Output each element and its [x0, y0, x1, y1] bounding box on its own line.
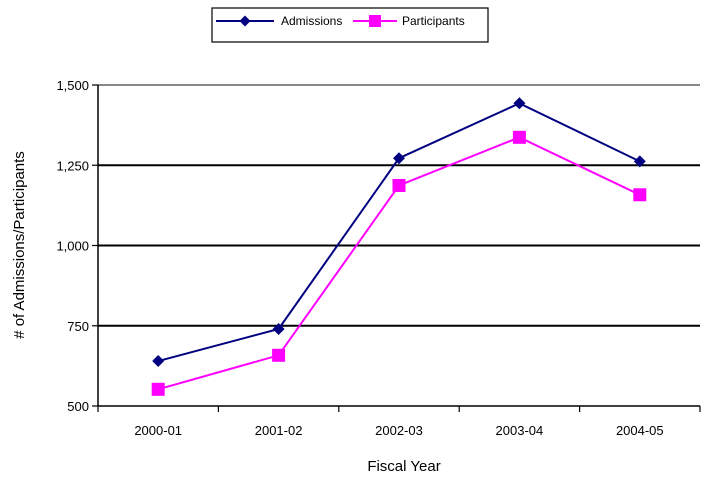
legend-label-participants: Participants	[402, 14, 465, 28]
data-point-admissions	[152, 355, 165, 368]
y-axis-title: # of Admissions/Participants	[11, 151, 28, 339]
x-axis-ticks: 2000-01 2001-02 2002-03 2003-04 2004-05	[97, 406, 701, 438]
y-tick-label: 1,250	[56, 158, 89, 173]
x-tick-label: 2004-05	[616, 423, 664, 438]
data-point-participants	[633, 188, 647, 202]
x-tick-label: 2000-01	[134, 423, 182, 438]
y-tick-label: 1,000	[56, 239, 89, 254]
data-point-admissions	[633, 155, 646, 168]
legend: Admissions Participants	[211, 7, 489, 43]
y-axis-ticks: 500 750 1,000 1,250 1,500	[56, 78, 98, 414]
data-point-participants	[151, 382, 165, 396]
series-line-admissions	[157, 102, 641, 363]
legend-label-admissions: Admissions	[281, 14, 342, 28]
data-point-admissions	[393, 152, 405, 165]
x-tick-label: 2003-04	[496, 423, 544, 438]
legend-marker-participants	[369, 15, 381, 27]
y-tick-label: 500	[67, 399, 89, 414]
data-point-participants	[392, 178, 406, 192]
x-tick-label: 2001-02	[255, 423, 303, 438]
data-point-admissions	[513, 97, 526, 110]
data-point-participants	[512, 130, 526, 144]
y-tick-label: 1,500	[56, 78, 89, 93]
data-point-participants	[272, 348, 286, 362]
legend-marker-admissions	[239, 15, 251, 27]
data-point-admissions	[272, 322, 285, 335]
y-tick-label: 750	[67, 319, 89, 334]
series-line-participants	[157, 136, 641, 391]
legend-box	[211, 7, 489, 43]
gridlines	[98, 84, 700, 327]
x-axis-title: Fiscal Year	[367, 458, 440, 475]
x-tick-label: 2002-03	[375, 423, 423, 438]
series-group	[151, 97, 647, 396]
